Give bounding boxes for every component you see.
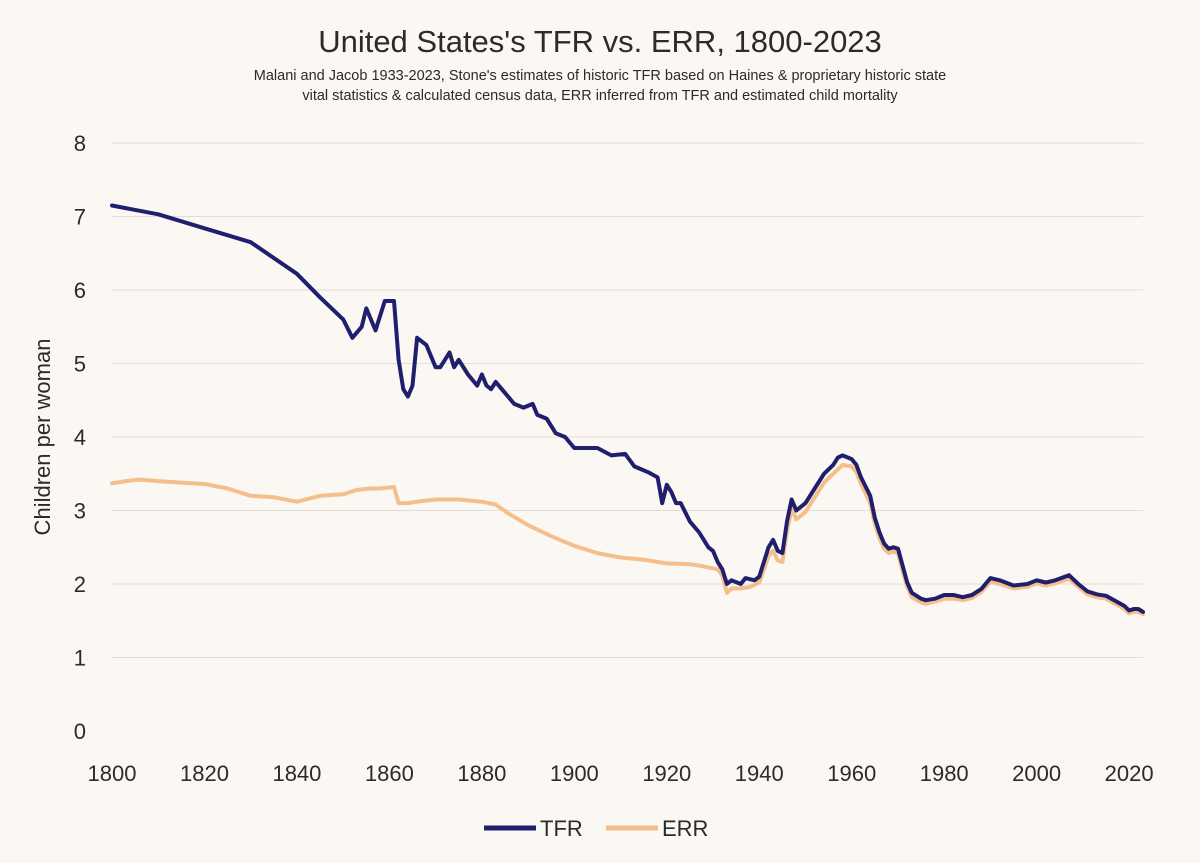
y-tick-label-2: 2 (74, 572, 86, 597)
legend-label-tfr: TFR (540, 816, 583, 841)
series-line-tfr (110, 203, 1145, 614)
x-tick-label-2000: 2000 (1012, 761, 1061, 786)
y-tick-label-7: 7 (74, 205, 86, 230)
legend: TFR ERR (484, 816, 708, 841)
plot-lines (110, 203, 1145, 617)
y-tick-label-4: 4 (74, 425, 86, 450)
x-tick-label-1800: 1800 (88, 761, 137, 786)
x-tick-label-2020: 2020 (1105, 761, 1154, 786)
x-tick-label-1920: 1920 (642, 761, 691, 786)
chart-title: United States's TFR vs. ERR, 1800-2023 (318, 24, 882, 59)
y-tick-label-6: 6 (74, 278, 86, 303)
y-tick-label-1: 1 (74, 646, 86, 671)
x-tick-label-1980: 1980 (920, 761, 969, 786)
chart-subtitle-line-1: Malani and Jacob 1933-2023, Stone's esti… (254, 68, 946, 84)
x-tick-label-1960: 1960 (827, 761, 876, 786)
y-tick-label-5: 5 (74, 352, 86, 377)
y-tick-label-8: 8 (74, 131, 86, 156)
y-axis-label: Children per woman (30, 339, 55, 536)
legend-label-err: ERR (662, 816, 708, 841)
y-tick-label-3: 3 (74, 499, 86, 524)
x-tick-label-1820: 1820 (180, 761, 229, 786)
x-tick-label-1840: 1840 (272, 761, 321, 786)
x-tick-label-1880: 1880 (457, 761, 506, 786)
y-tick-label-0: 0 (74, 719, 86, 744)
chart-subtitle-line-2: vital statistics & calculated census dat… (302, 88, 898, 104)
x-axis-ticks: 1800 1820 1840 1860 1880 1900 1920 1940 1960 1980… (88, 761, 1154, 786)
gridlines (112, 142, 1143, 658)
x-tick-label-1860: 1860 (365, 761, 414, 786)
x-tick-label-1940: 1940 (735, 761, 784, 786)
x-tick-label-1900: 1900 (550, 761, 599, 786)
y-axis-ticks: 0 1 2 3 4 5 6 7 8 (74, 131, 86, 744)
